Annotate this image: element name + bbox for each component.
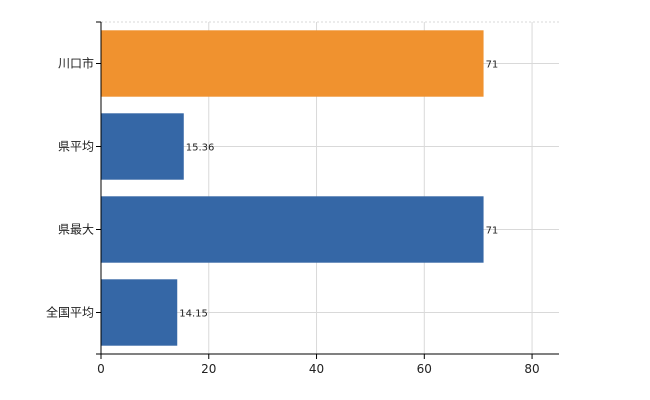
bar (101, 30, 484, 97)
x-tick-label: 40 (309, 362, 324, 376)
x-tick-label: 60 (417, 362, 432, 376)
bar (101, 279, 178, 346)
x-tick-label: 0 (97, 362, 105, 376)
bars (101, 30, 484, 346)
value-label: 14.15 (179, 309, 208, 320)
category-label: 県最大 (58, 223, 94, 237)
category-label: 県平均 (58, 140, 94, 154)
axes (96, 21, 559, 359)
bar (101, 196, 484, 263)
x-tick-label: 80 (524, 362, 539, 376)
value-label: 71 (486, 226, 499, 237)
category-label: 川口市 (58, 56, 94, 71)
value-label: 71 (486, 60, 499, 71)
category-label: 全国平均 (46, 305, 94, 320)
bar (101, 113, 184, 180)
x-tick-label: 20 (201, 362, 216, 376)
value-label: 15.36 (186, 143, 215, 154)
labels: 71 川口市 15.36 県平均 71 県最大 14.15 全国平均 0 20 40 60 80 (46, 56, 540, 377)
